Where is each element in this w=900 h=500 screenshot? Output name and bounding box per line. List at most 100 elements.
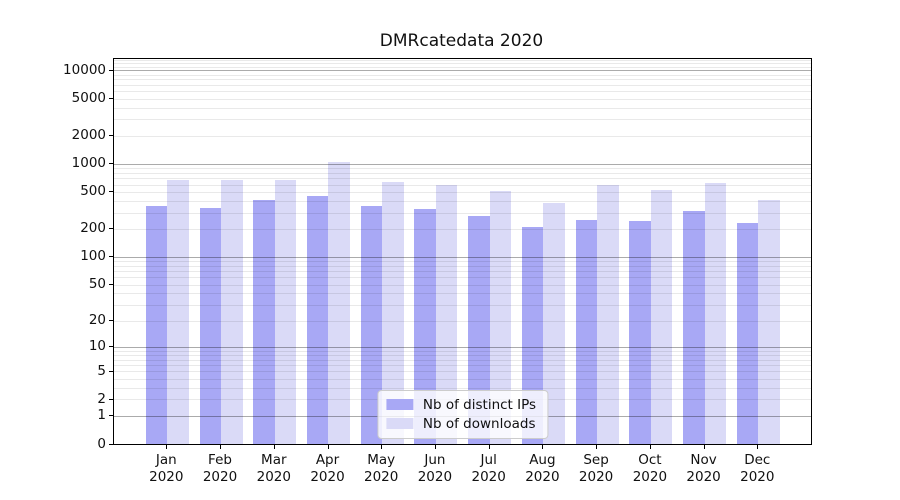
y-tick-label: 0 [97,435,106,452]
y-tick-mark [109,415,113,417]
legend-row-downloads: Nb of downloads [385,414,536,433]
y-tick-label: 500 [80,183,106,200]
x-tick-mark [488,444,490,449]
y-tick-label: 10000 [63,61,106,78]
minor-gridline [114,91,811,93]
x-tick-month: Nov [690,452,717,468]
minor-gridline [114,378,811,380]
y-tick-mark [109,320,113,321]
minor-gridline [114,371,811,373]
y-tick-mark [109,191,113,193]
bar-distinct-ips-jan [145,205,168,444]
minor-gridline [114,98,811,100]
minor-gridline [114,359,811,361]
y-tick-mark [109,135,113,137]
x-tick-mark [757,444,759,449]
major-gridline [114,163,811,165]
legend-swatch-distinct-ips [385,399,413,410]
x-tick-year: 2020 [471,469,506,485]
bar-distinct-ips-jun [414,208,436,444]
minor-gridline [114,107,811,109]
bar-distinct-ips-jul [468,215,490,444]
y-tick-label: 50 [88,276,106,292]
minor-gridline [114,320,811,322]
legend-swatch-downloads [385,418,413,429]
minor-gridline [114,354,811,356]
minor-gridline [114,119,811,121]
x-tick-month: Aug [529,452,556,468]
bar-downloads-sep [597,185,619,444]
minor-gridline [114,84,811,86]
y-tick-label: 10 [88,338,106,355]
bar-downloads-nov [704,182,727,444]
major-gridline [114,346,811,348]
y-tick-mark [109,228,113,230]
x-tick-month: May [367,452,396,468]
x-tick-label-feb: Feb 2020 [203,452,237,486]
x-tick-label-may: May 2020 [364,452,398,486]
legend-label-distinct-ips: Nb of distinct IPs [422,396,537,413]
minor-gridline [114,168,811,169]
x-tick-mark [703,444,705,449]
bar-distinct-ips-sep [575,219,598,444]
y-tick-mark [109,163,113,165]
y-tick-mark [109,370,113,372]
x-tick-month: Apr [315,452,340,468]
y-tick-label: 2 [97,390,106,407]
y-tick-mark [109,69,113,71]
chart-title: DMRcatedata 2020 [379,31,544,51]
x-tick-month: Sep [583,452,609,468]
minor-gridline [114,261,811,262]
x-tick-month: Mar [261,452,287,468]
bar-distinct-ips-oct [629,220,651,444]
minor-gridline [114,228,811,230]
x-tick-label-jul: Jul 2020 [472,452,506,486]
y-tick-mark [109,398,113,400]
minor-gridline [114,365,811,367]
legend-row-distinct-ips: Nb of distinct IPs [385,395,537,414]
x-tick-label-jan: Jan 2020 [149,452,183,486]
y-tick-mark [109,256,113,258]
plot-area: Nb of distinct IPs Nb of downloads [113,58,812,445]
x-tick-month: Jun [424,452,446,468]
bar-distinct-ips-dec [736,223,759,444]
minor-gridline [114,63,811,64]
bar-distinct-ips-feb [199,208,222,444]
x-tick-label-sep: Sep 2020 [579,452,613,486]
x-tick-year: 2020 [202,469,238,485]
bar-downloads-jan [167,180,189,444]
x-tick-mark [542,444,544,449]
x-tick-label-nov: Nov 2020 [686,452,720,486]
y-tick-label: 200 [80,220,106,237]
x-tick-label-dec: Dec 2020 [740,452,774,486]
x-tick-year: 2020 [686,469,721,485]
y-tick-label: 20 [88,312,106,328]
x-tick-month: Oct [638,452,662,468]
minor-gridline [114,74,811,76]
x-tick-mark [596,444,598,449]
minor-gridline [114,66,811,68]
minor-gridline [114,200,811,202]
y-tick-mark [109,443,113,445]
x-tick-mark [381,444,383,449]
minor-gridline [114,172,811,174]
x-tick-label-jun: Jun 2020 [418,452,452,486]
minor-gridline [114,271,811,273]
y-tick-label: 2000 [71,127,106,144]
minor-gridline [114,59,811,61]
x-tick-mark [273,444,275,449]
minor-gridline [114,79,811,81]
y-tick-mark [109,284,113,285]
y-tick-mark [109,98,113,99]
x-tick-year: 2020 [525,469,560,485]
x-tick-mark [434,444,436,449]
bar-downloads-may [382,181,404,444]
minor-gridline [114,350,811,352]
y-tick-label: 1 [97,407,106,424]
x-tick-mark [649,444,651,449]
minor-gridline [114,135,811,137]
x-tick-year: 2020 [310,469,345,485]
y-tick-label: 5 [97,362,106,379]
x-tick-label-apr: Apr 2020 [310,452,344,486]
